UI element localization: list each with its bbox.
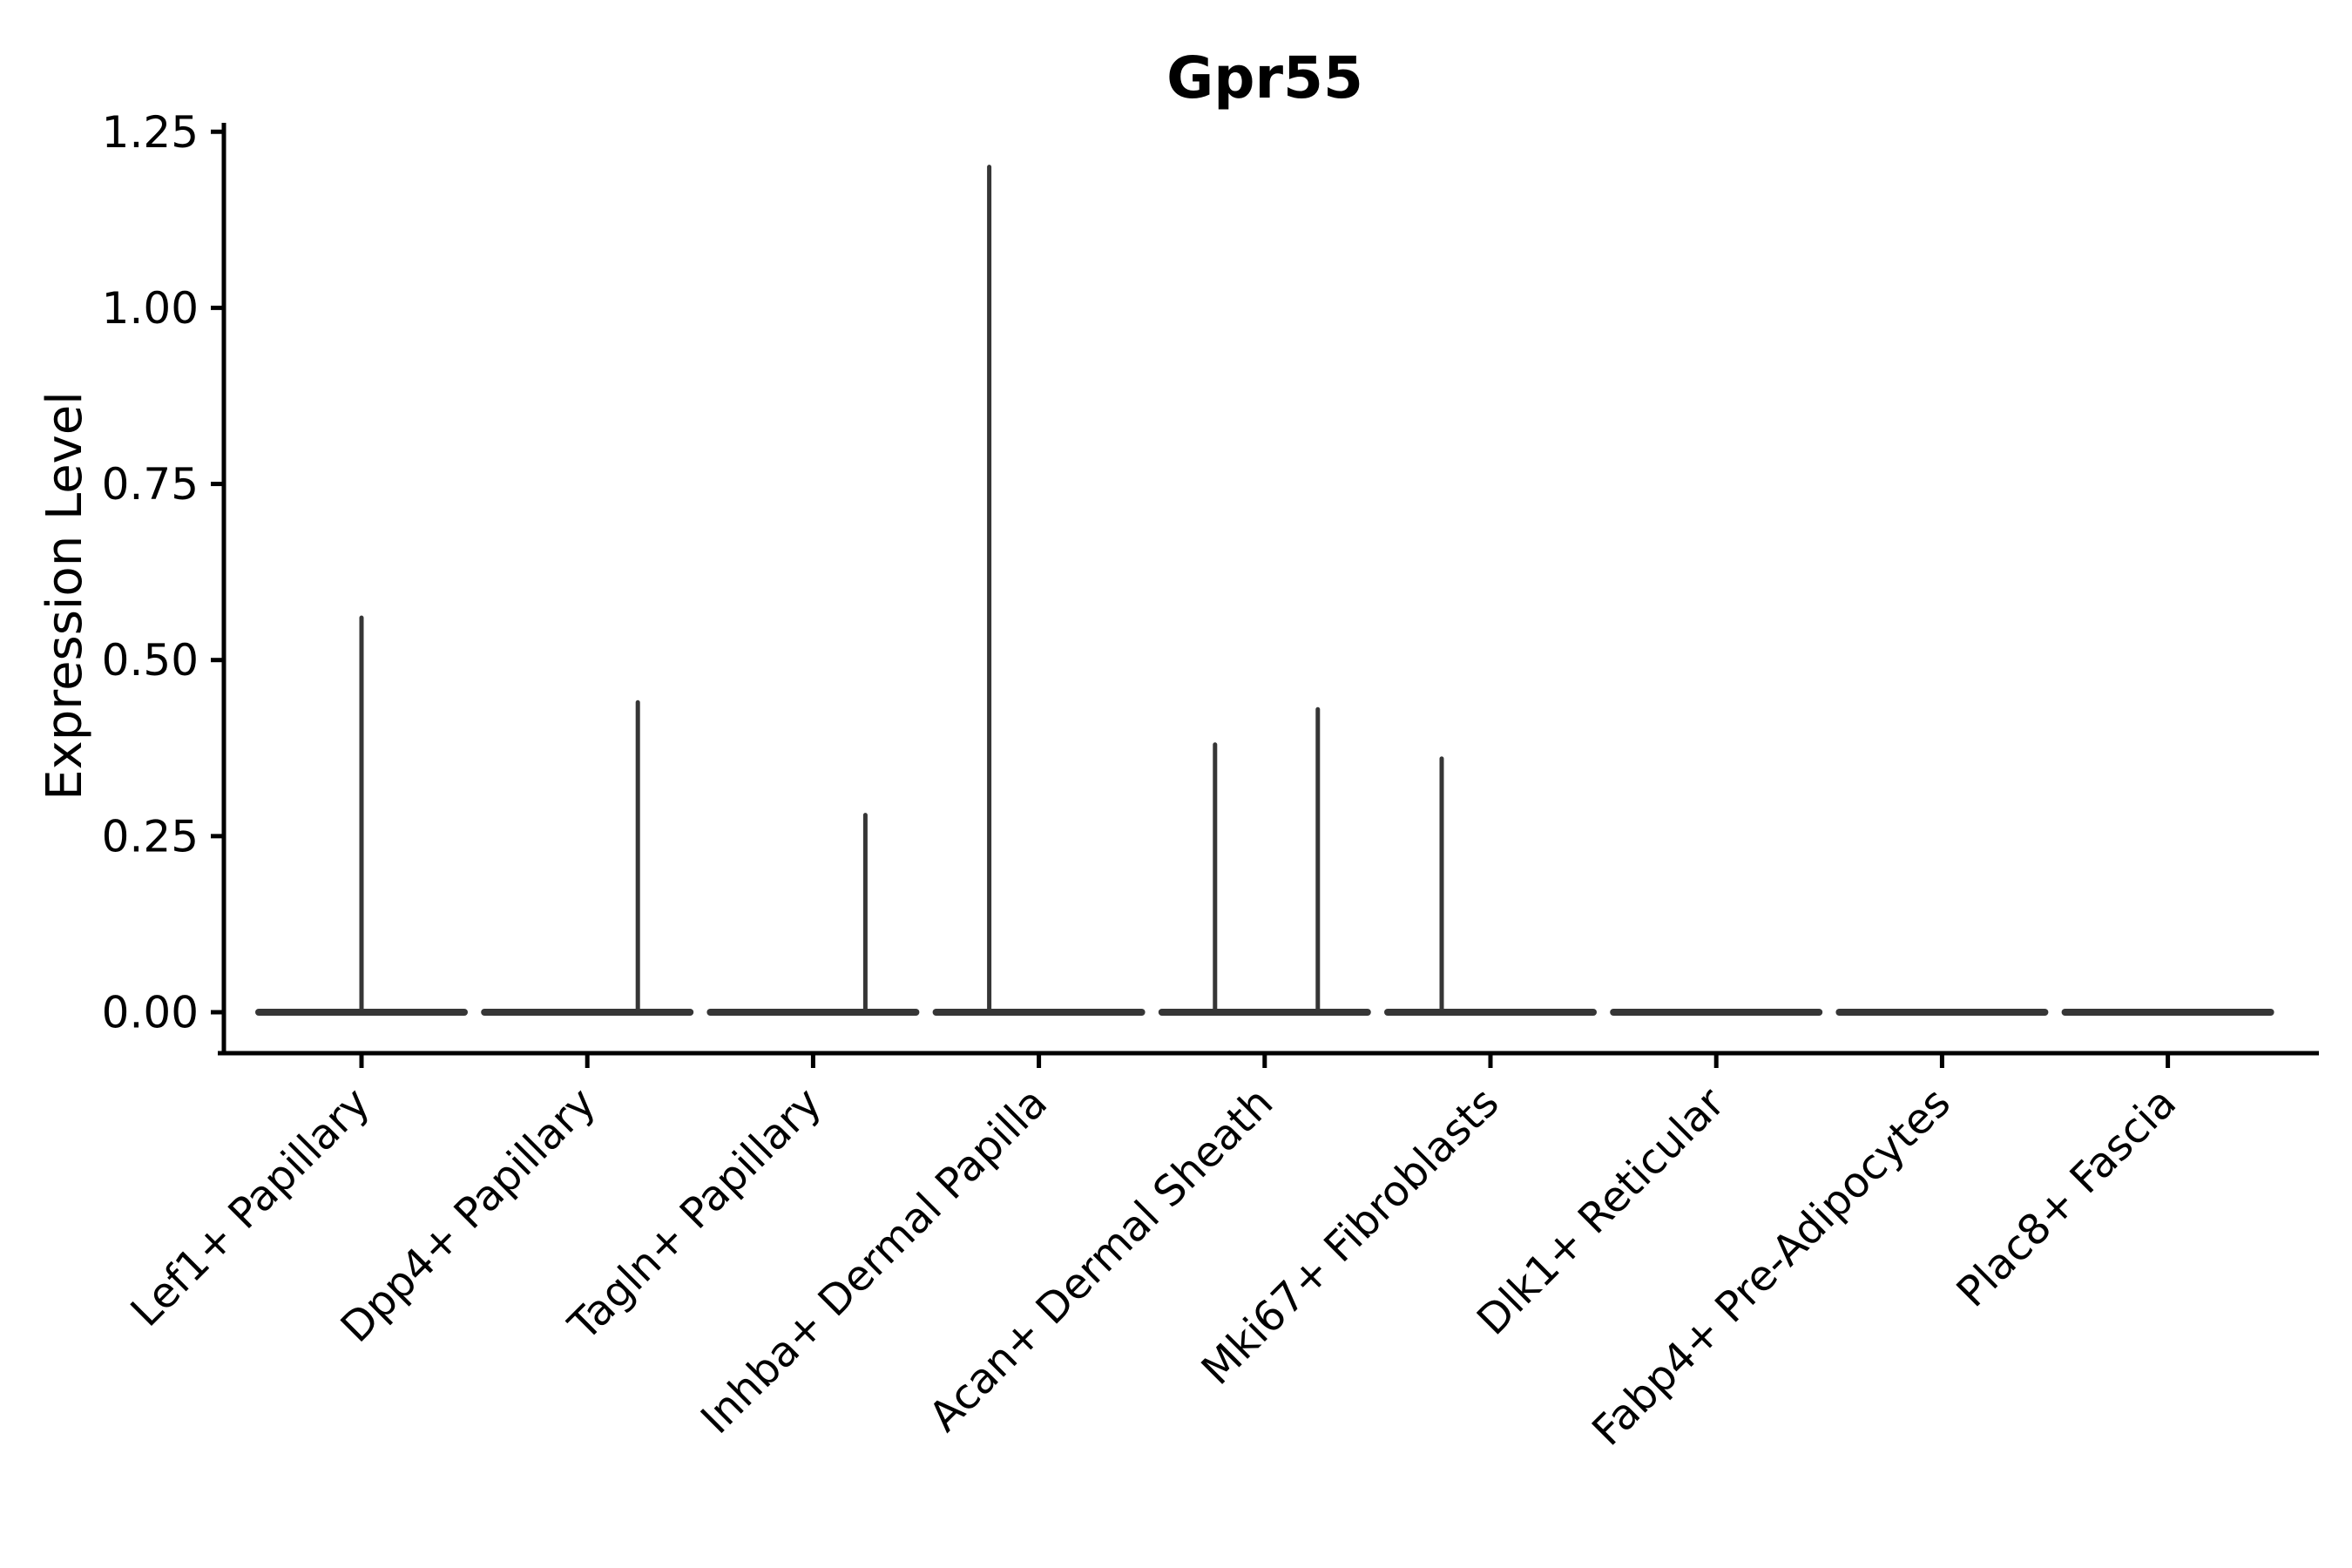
x-tick-label: Lef1+ Papillary [122, 1078, 380, 1336]
y-axis: 0.00 0.25 0.50 0.75 1.00 1.25 [102, 107, 226, 1053]
y-tick-label: 0.00 [102, 988, 199, 1038]
violin [1158, 706, 1371, 1016]
x-tick-label: Plac8+ Fascia [1948, 1078, 2186, 1317]
y-tick-label: 1.25 [102, 107, 199, 158]
y-tick-label: 0.25 [102, 811, 199, 862]
violin [932, 165, 1146, 1016]
y-axis-label: Expression Level [37, 391, 93, 801]
chart-title: Gpr55 [1166, 44, 1363, 112]
violin [706, 813, 920, 1016]
violin [481, 700, 694, 1016]
y-tick-label: 0.75 [102, 459, 199, 510]
violin [255, 615, 468, 1016]
violin [1384, 756, 1597, 1016]
x-tick-label: Fabp4+ Pre-Adipocytes [1583, 1078, 1960, 1456]
x-tick-label: Dlk1+ Reticular [1468, 1078, 1734, 1345]
y-tick-label: 0.50 [102, 635, 199, 686]
violins-group [255, 165, 2274, 1016]
y-tick-label: 1.00 [102, 283, 199, 334]
